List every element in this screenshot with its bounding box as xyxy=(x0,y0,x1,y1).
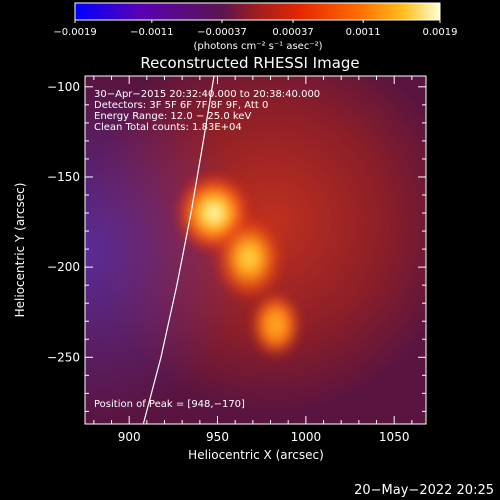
x-tick-label: 1050 xyxy=(379,430,410,444)
observation-info-line: 30−Apr−2015 20:32:40.000 to 20:38:40.000 xyxy=(94,89,320,100)
peak-position-label: Position of Peak = [948,−170] xyxy=(94,399,245,410)
y-tick-label: −100 xyxy=(47,80,80,94)
observation-info-line: Clean Total counts: 1.83E+04 xyxy=(94,122,242,133)
y-tick-label: −200 xyxy=(47,260,80,274)
colorbar xyxy=(74,2,441,21)
x-tick-label: 950 xyxy=(206,430,229,444)
colorbar-tick-label: −0.0011 xyxy=(130,27,173,38)
emission-source xyxy=(249,290,302,359)
plot-frame xyxy=(84,75,427,425)
y-axis-title: Heliocentric Y (arcsec) xyxy=(13,183,27,318)
x-tick-label: 1000 xyxy=(291,430,322,444)
plot-title: Reconstructed RHESSI Image xyxy=(140,54,359,72)
colorbar-tick-label: 0.00037 xyxy=(272,27,313,38)
emission-source xyxy=(215,216,284,301)
colorbar-tick-label: 0.0019 xyxy=(423,27,458,38)
observation-info-line: Detectors: 3F 5F 6F 7F 8F 9F, Att 0 xyxy=(94,100,268,111)
y-tick-label: −150 xyxy=(47,170,80,184)
x-axis-title: Heliocentric X (arcsec) xyxy=(188,448,324,462)
colorbar-tick-label: −0.00037 xyxy=(197,27,247,38)
solar-limb-curve xyxy=(142,76,215,424)
observation-info: 30−Apr−2015 20:32:40.000 to 20:38:40.000… xyxy=(94,89,320,133)
y-axis: −100 −150 −200 −250 xyxy=(47,80,426,412)
colorbar-tick-label: 0.0011 xyxy=(346,27,381,38)
x-tick-label: 900 xyxy=(118,430,141,444)
y-tick-label: −250 xyxy=(47,350,80,364)
colorbar-units-label: (photons cm⁻² s⁻¹ asec⁻²) xyxy=(193,41,322,52)
footer-date: 20−May−2022 20:25 xyxy=(354,483,494,498)
colorbar-ticks: −0.0019 −0.0011 −0.00037 0.00037 0.0011 0.001… xyxy=(53,20,458,38)
colorbar-tick-label: −0.0019 xyxy=(53,27,96,38)
x-axis: 900 950 1000 1050 xyxy=(93,76,413,444)
observation-info-line: Energy Range: 12.0 − 25.0 keV xyxy=(94,111,251,122)
